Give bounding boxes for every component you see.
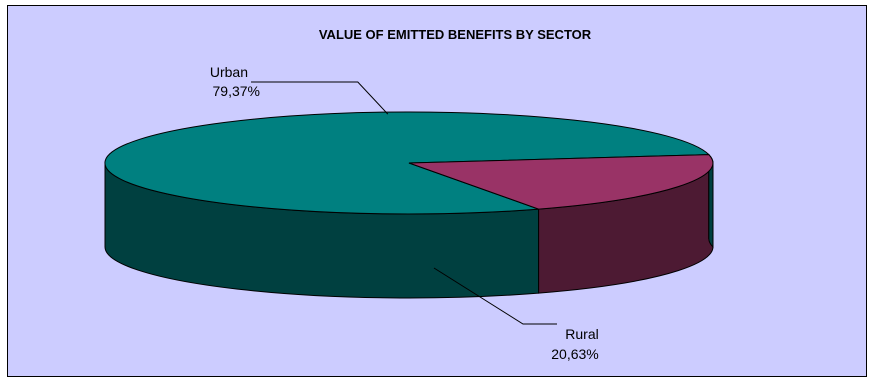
chart-area: VALUE OF EMITTED BENEFITS BY SECTOR Urba… (7, 5, 867, 377)
slice-urban (104, 111, 710, 215)
label-rural-name: Rural (565, 326, 598, 342)
chart-title: VALUE OF EMITTED BENEFITS BY SECTOR (319, 27, 592, 42)
leader-line-rural (433, 267, 557, 325)
label-rural-value: 20,63% (551, 346, 598, 362)
slice-rural (408, 154, 714, 210)
pie-chart: VALUE OF EMITTED BENEFITS BY SECTOR Urba… (104, 27, 714, 362)
label-urban-name: Urban (210, 64, 248, 80)
label-urban-value: 79,37% (213, 83, 260, 99)
leader-line-urban (251, 81, 389, 115)
